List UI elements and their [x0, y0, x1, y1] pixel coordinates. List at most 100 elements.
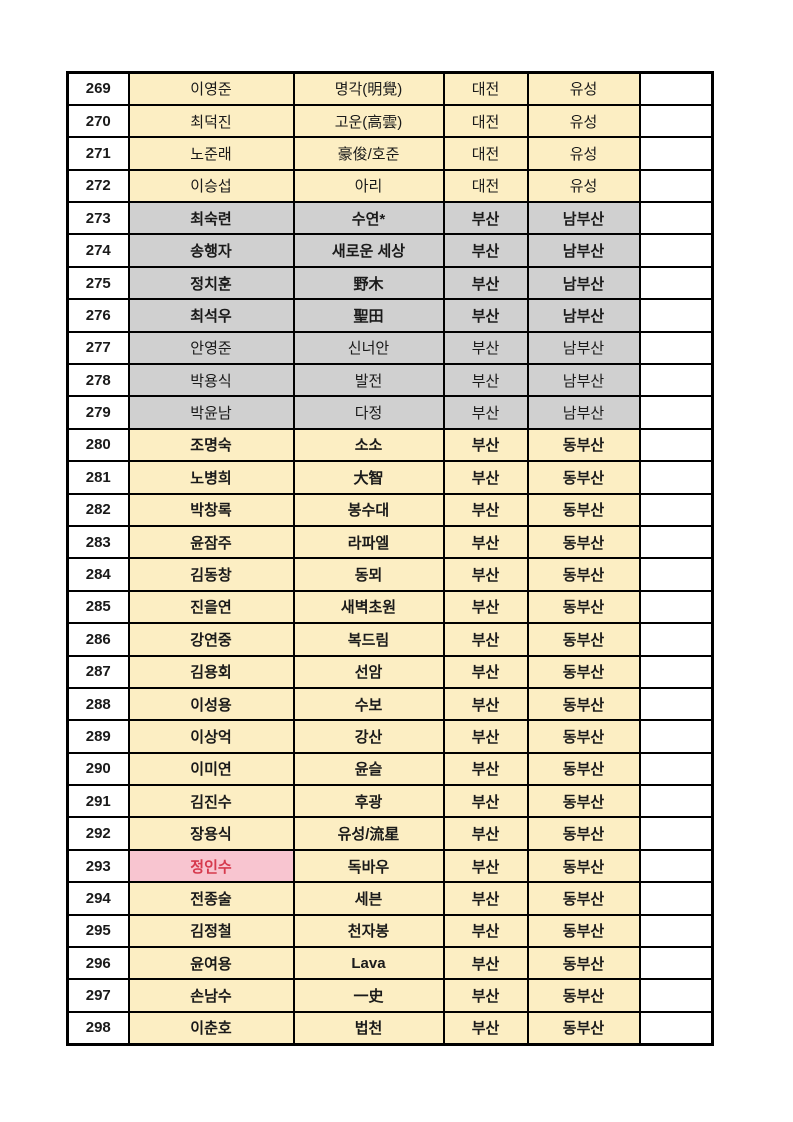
note-cell — [638, 784, 714, 819]
region-cell: 부산 — [442, 395, 529, 430]
branch-cell: 동부산 — [526, 492, 641, 527]
branch-cell: 남부산 — [526, 233, 641, 268]
region-cell: 부산 — [442, 557, 529, 592]
name-cell: 노병희 — [127, 460, 295, 495]
row-number-cell: 273 — [66, 201, 130, 236]
nickname-cell: 大智 — [292, 460, 445, 495]
table-row: 283 윤잠주 라파엘 부산 동부산 — [66, 524, 714, 560]
name-cell: 최석우 — [127, 298, 295, 333]
table-row: 285 진을연 새벽초원 부산 동부산 — [66, 589, 714, 625]
note-cell — [638, 460, 714, 495]
nickname-cell: 수보 — [292, 686, 445, 722]
row-number-cell: 279 — [66, 395, 130, 430]
row-number-cell: 281 — [66, 460, 130, 495]
region-cell: 부산 — [442, 719, 529, 754]
table-row: 297 손남수 一史 부산 동부산 — [66, 978, 714, 1013]
table-row: 295 김정철 천자봉 부산 동부산 — [66, 913, 714, 949]
table-row: 293 정인수 독바우 부산 동부산 — [66, 848, 714, 884]
table-row: 292 장용식 유성/流星 부산 동부산 — [66, 816, 714, 851]
note-cell — [638, 103, 714, 139]
table-row: 274 송행자 새로운 세상 부산 남부산 — [66, 233, 714, 268]
region-cell: 부산 — [442, 913, 529, 949]
nickname-cell: 아리 — [292, 168, 445, 204]
name-cell: 최덕진 — [127, 103, 295, 139]
name-cell: 이상억 — [127, 719, 295, 754]
nickname-cell: 봉수대 — [292, 492, 445, 527]
branch-cell: 남부산 — [526, 298, 641, 333]
table-row: 284 김동창 동뫼 부산 동부산 — [66, 557, 714, 592]
region-cell: 부산 — [442, 492, 529, 527]
region-cell: 부산 — [442, 330, 529, 366]
note-cell — [638, 946, 714, 981]
row-number-cell: 270 — [66, 103, 130, 139]
name-cell: 김정철 — [127, 913, 295, 949]
name-cell: 박창록 — [127, 492, 295, 527]
table-row: 273 최숙련 수연* 부산 남부산 — [66, 201, 714, 236]
note-cell — [638, 816, 714, 851]
region-cell: 부산 — [442, 622, 529, 657]
table-row: 279 박윤남 다정 부산 남부산 — [66, 395, 714, 430]
note-cell — [638, 265, 714, 301]
branch-cell: 남부산 — [526, 363, 641, 398]
branch-cell: 동부산 — [526, 427, 641, 463]
row-number-cell: 291 — [66, 784, 130, 819]
row-number-cell: 276 — [66, 298, 130, 333]
region-cell: 부산 — [442, 265, 529, 301]
table-row: 291 김진수 후광 부산 동부산 — [66, 784, 714, 819]
note-cell — [638, 881, 714, 916]
branch-cell: 유성 — [526, 136, 641, 171]
row-number-cell: 296 — [66, 946, 130, 981]
branch-cell: 유성 — [526, 71, 641, 106]
note-cell — [638, 492, 714, 527]
nickname-cell: 명각(明覺) — [292, 71, 445, 106]
note-cell — [638, 201, 714, 236]
name-cell: 장용식 — [127, 816, 295, 851]
table-row: 298 이춘호 법천 부산 동부산 — [66, 1010, 714, 1046]
branch-cell: 동부산 — [526, 622, 641, 657]
nickname-cell: 새벽초원 — [292, 589, 445, 625]
branch-cell: 동부산 — [526, 978, 641, 1013]
region-cell: 부산 — [442, 784, 529, 819]
table-row: 294 전종술 세븐 부산 동부산 — [66, 881, 714, 916]
region-cell: 대전 — [442, 71, 529, 106]
row-number-cell: 286 — [66, 622, 130, 657]
row-number-cell: 297 — [66, 978, 130, 1013]
nickname-cell: 법천 — [292, 1010, 445, 1046]
table-row: 282 박창록 봉수대 부산 동부산 — [66, 492, 714, 527]
region-cell: 부산 — [442, 946, 529, 981]
nickname-cell: 강산 — [292, 719, 445, 754]
table-row: 289 이상억 강산 부산 동부산 — [66, 719, 714, 754]
note-cell — [638, 524, 714, 560]
name-cell: 안영준 — [127, 330, 295, 366]
nickname-cell: 一史 — [292, 978, 445, 1013]
region-cell: 부산 — [442, 233, 529, 268]
region-cell: 대전 — [442, 103, 529, 139]
branch-cell: 남부산 — [526, 265, 641, 301]
name-cell: 김진수 — [127, 784, 295, 819]
table-row: 276 최석우 聖田 부산 남부산 — [66, 298, 714, 333]
note-cell — [638, 686, 714, 722]
nickname-cell: 豪俊/호준 — [292, 136, 445, 171]
row-number-cell: 285 — [66, 589, 130, 625]
note-cell — [638, 136, 714, 171]
nickname-cell: 세븐 — [292, 881, 445, 916]
nickname-cell: 새로운 세상 — [292, 233, 445, 268]
branch-cell: 유성 — [526, 168, 641, 204]
nickname-cell: 선암 — [292, 654, 445, 689]
note-cell — [638, 719, 714, 754]
note-cell — [638, 168, 714, 204]
branch-cell: 동부산 — [526, 719, 641, 754]
branch-cell: 유성 — [526, 103, 641, 139]
region-cell: 부산 — [442, 654, 529, 689]
table-row: 269 이영준 명각(明覺) 대전 유성 — [66, 71, 714, 106]
row-number-cell: 287 — [66, 654, 130, 689]
row-number-cell: 277 — [66, 330, 130, 366]
name-cell: 윤여용 — [127, 946, 295, 981]
name-cell: 손남수 — [127, 978, 295, 1013]
name-cell: 정치훈 — [127, 265, 295, 301]
branch-cell: 동부산 — [526, 816, 641, 851]
nickname-cell: 동뫼 — [292, 557, 445, 592]
nickname-cell: 윤슬 — [292, 751, 445, 787]
row-number-cell: 292 — [66, 816, 130, 851]
